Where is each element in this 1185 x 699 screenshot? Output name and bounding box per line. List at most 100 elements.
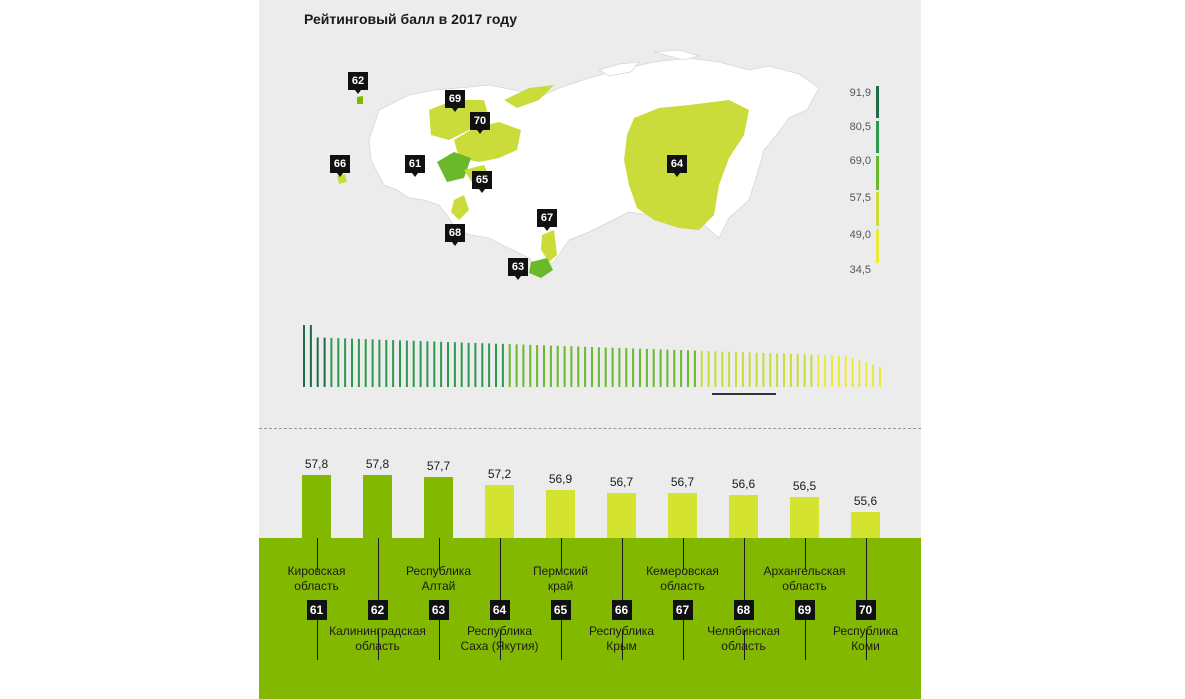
strip-bar (625, 348, 628, 387)
map-pin-69: 69 (445, 90, 465, 112)
legend-tick-0: 91,9 (850, 87, 871, 99)
bar-5 (546, 490, 575, 538)
bar-6 (607, 493, 636, 538)
bar-7 (668, 493, 697, 538)
connector-line (499, 630, 501, 660)
strip-bar (755, 352, 758, 387)
map-pin-62: 62 (348, 72, 368, 94)
strip-bar (597, 347, 600, 387)
strip-bar (810, 354, 813, 387)
strip-bar (419, 341, 422, 387)
rank-badge: 62 (367, 600, 388, 620)
infographic-panel: Рейтинговый балл в 2017 году 91,9 80,5 6… (259, 0, 921, 699)
legend-swatch-3 (876, 192, 879, 226)
connector-line (316, 600, 318, 660)
section-divider (259, 428, 921, 429)
strip-bar (316, 337, 319, 387)
strip-bar (515, 344, 518, 387)
strip-bar (323, 337, 326, 387)
strip-bar (481, 343, 484, 387)
region-komi (454, 122, 521, 162)
bar-10 (851, 511, 880, 538)
strip-bar (501, 343, 504, 387)
strip-bar (721, 351, 724, 387)
strip-bar (378, 339, 381, 387)
connector-line (804, 600, 806, 660)
region-label: Кировская область (287, 564, 346, 593)
strip-bar (522, 344, 525, 387)
region-kirov (437, 152, 471, 182)
strip-bar (693, 350, 696, 387)
region-kaliningrad (357, 96, 363, 104)
legend-tick-5: 34,5 (850, 264, 871, 276)
map-pin-61: 61 (405, 155, 425, 177)
rank-badge: 67 (672, 600, 693, 620)
strip-bar (824, 355, 827, 387)
strip-bar (337, 338, 340, 387)
connector-line (682, 600, 684, 660)
strip-bar (687, 350, 689, 387)
connector-line (377, 538, 379, 600)
map-pin-64: 64 (667, 155, 687, 177)
strip-bar (844, 355, 847, 387)
connector-line (865, 538, 867, 600)
bar-2 (363, 475, 392, 538)
map-island-north (598, 61, 640, 77)
strip-bar (440, 341, 443, 387)
bar-value-label: 56,9 (548, 472, 573, 487)
connector-line (499, 538, 501, 600)
strip-bar (488, 343, 491, 387)
strip-bar (728, 351, 731, 387)
strip-bar (776, 353, 779, 387)
map-pin-65: 65 (472, 171, 492, 193)
rank-badge: 61 (306, 600, 327, 620)
legend-tick-4: 49,0 (850, 229, 871, 241)
map-pin-66: 66 (330, 155, 350, 177)
rank-badge: 63 (428, 600, 449, 620)
strip-highlight-underline (712, 393, 776, 395)
strip-bar (371, 339, 374, 387)
rank-badge: 69 (794, 600, 815, 620)
legend-swatch-1 (876, 121, 879, 153)
region-label: Республика Алтай (405, 564, 471, 593)
strip-bar (392, 340, 395, 387)
strip-bar (618, 347, 621, 387)
connector-line (621, 538, 623, 600)
strip-bar (351, 338, 353, 387)
strip-bar (700, 350, 703, 387)
strip-bar (666, 349, 669, 387)
bar-value-label: 57,2 (487, 467, 512, 482)
bar-value-label: 56,7 (670, 475, 695, 490)
bar-value-label: 57,7 (426, 458, 451, 473)
strip-bar (577, 346, 580, 387)
strip-bar (831, 355, 833, 387)
strip-bar (639, 348, 641, 387)
color-scale-legend: 91,9 80,5 69,0 57,5 49,0 34,5 (850, 86, 879, 276)
map-pin-68: 68 (445, 224, 465, 246)
legend-swatch-0 (876, 86, 879, 118)
strip-bar (673, 349, 676, 387)
connector-line (560, 538, 562, 570)
rank-badge: 66 (611, 600, 632, 620)
strip-bar (817, 354, 820, 387)
region-label: Пермский край (533, 564, 588, 593)
connector-line (560, 600, 562, 660)
strip-bar (769, 353, 772, 387)
strip-bar (796, 354, 799, 387)
strip-bar (385, 339, 388, 387)
connector-line (621, 630, 623, 660)
region-altai (529, 258, 553, 278)
strip-bar (447, 342, 449, 387)
strip-bar (707, 351, 710, 387)
strip-bar (783, 353, 785, 387)
strip-bar (735, 352, 737, 387)
connector-line (865, 630, 867, 660)
connector-line (316, 538, 318, 570)
strip-bar (556, 345, 559, 387)
strip-bar (364, 339, 367, 387)
bar-3 (424, 476, 453, 538)
connector-line (804, 538, 806, 570)
strip-bar (858, 360, 861, 387)
strip-bar (570, 346, 573, 387)
strip-bar (549, 345, 552, 387)
